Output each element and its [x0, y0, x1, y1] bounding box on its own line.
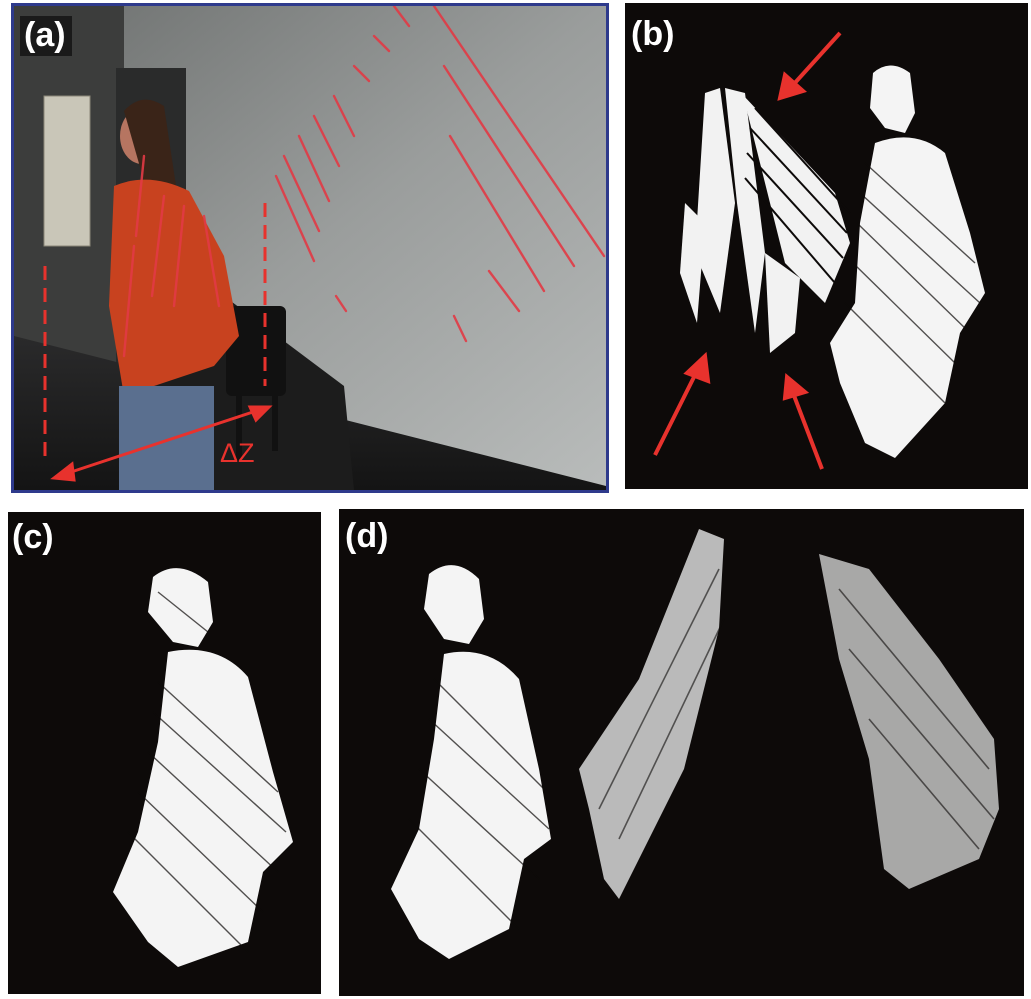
scan-texture-side: [598, 568, 995, 850]
pointcloud-d: [391, 529, 999, 959]
delta-z-arrow: [50, 405, 273, 482]
delta-z-label: ΔZ: [220, 438, 255, 468]
scan-texture-b: [844, 162, 981, 404]
scan-texture-c: [127, 591, 287, 953]
panel-b-pointcloud-artifacts: (b): [625, 3, 1028, 489]
person-silhouette-b: [830, 65, 985, 458]
scan-texture-d: [408, 678, 550, 930]
red-arrows-b: [653, 31, 842, 470]
artifact-gaps: [744, 107, 851, 284]
wall-poster: [43, 95, 91, 247]
panel-c-pointcloud-clean: (c): [8, 512, 321, 994]
panel-a-photo: ΔZ (a): [11, 3, 609, 493]
side-view-cloud-1: [579, 529, 724, 899]
chair: [226, 306, 286, 461]
pointcloud-b: [653, 31, 985, 470]
side-view-cloud-2: [819, 554, 999, 889]
panel-label-d: (d): [345, 517, 389, 555]
photo-scene: [14, 6, 606, 490]
panel-label-c: (c): [12, 518, 54, 556]
pointcloud-c: [113, 568, 293, 967]
panel-d-pointcloud-views: (d): [339, 509, 1024, 996]
panel-label-b: (b): [631, 15, 675, 53]
person-silhouette-d: [391, 565, 551, 959]
artifact-streaks: [680, 88, 850, 353]
laser-lines: [122, 6, 606, 358]
panel-label-a: (a): [20, 16, 72, 56]
person-silhouette-c: [113, 568, 293, 967]
